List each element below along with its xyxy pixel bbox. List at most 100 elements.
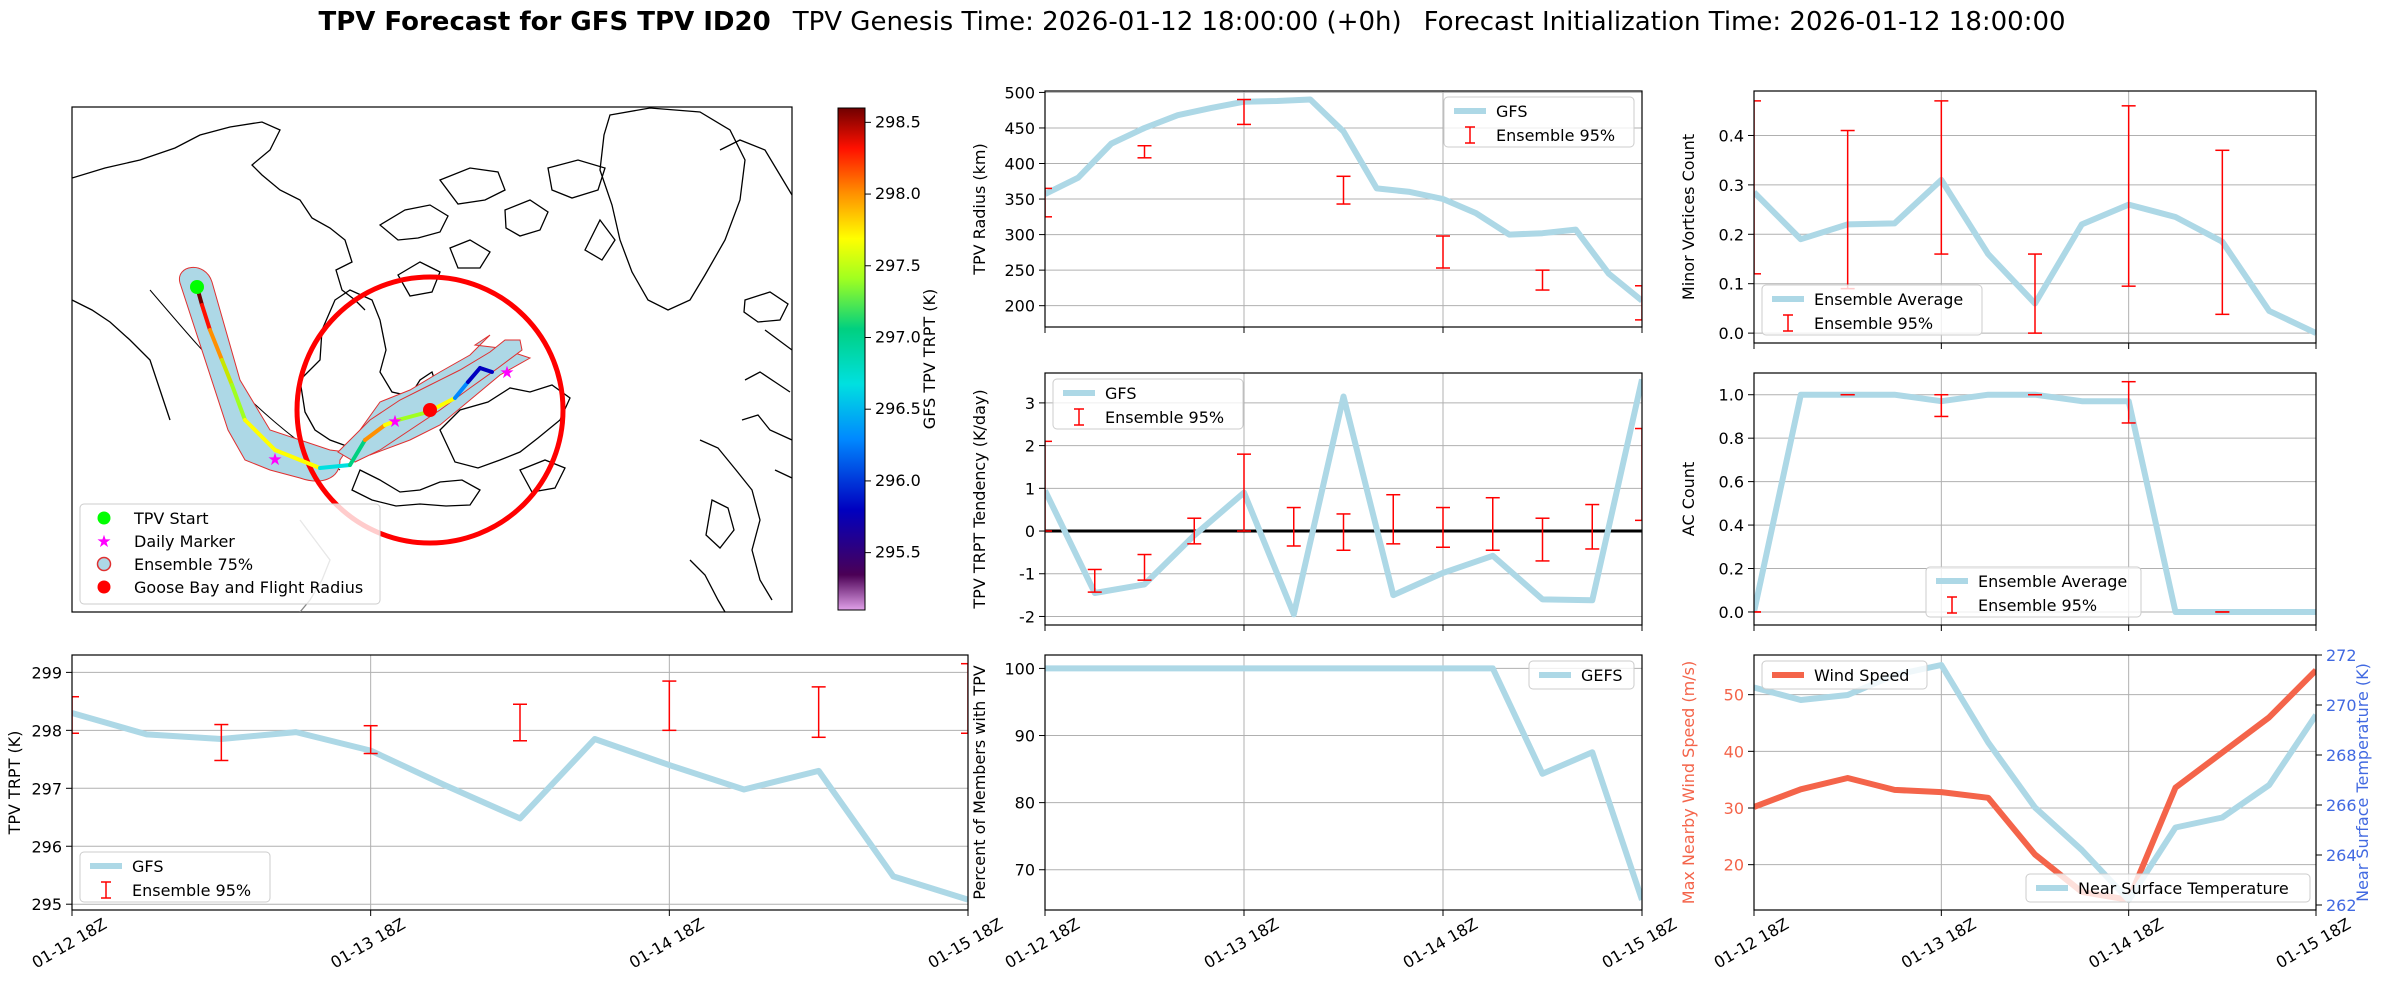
errorbar — [1237, 453, 1251, 532]
y-tick-label: 295 — [31, 895, 62, 914]
y-tick-label: 20 — [1724, 856, 1744, 875]
legend: GFS Ensemble 95% — [1052, 378, 1244, 430]
y-tick-label-right: 264 — [2326, 846, 2357, 865]
y-tick-label: 0.2 — [1719, 560, 1744, 579]
axes-frame — [1753, 372, 2317, 626]
y-tick-label: 0.4 — [1719, 126, 1744, 145]
y-axis-label: AC Count — [1679, 462, 1698, 536]
title-genesis: TPV Genesis Time: 2026-01-12 18:00:00 (+… — [792, 7, 1402, 37]
chart-percent: 70 80 90 100 01-12 18Z 01-13 18Z 01-14 18Z 01-1… — [970, 654, 1680, 972]
colorbar: 298.5 298.0 297.5 297.0 296.5 296.0 295.5 GFS … — [837, 107, 939, 611]
x-tick-label: 01-15 18Z — [1599, 914, 1680, 972]
errorbar — [1635, 285, 1642, 321]
y-axis-label: TPV Radius (km) — [970, 143, 989, 276]
legend-label: GEFS — [1581, 666, 1623, 685]
errorbar — [1045, 187, 1052, 218]
errorbar — [1386, 493, 1401, 545]
series-line-near-surface-temperature — [1754, 662, 2316, 903]
y-tick-label: -1 — [1019, 565, 1035, 584]
errorbar — [1237, 98, 1251, 126]
y-tick-label-right: 268 — [2326, 746, 2357, 765]
y-axis-label: Max Nearby Wind Speed (m/s) — [1679, 661, 1698, 904]
plot-area — [1045, 378, 1642, 618]
errorbar — [1137, 553, 1152, 581]
legend-box — [1925, 566, 2142, 618]
plot-area — [1045, 665, 1642, 901]
colorbar-tick-label: 297.5 — [875, 256, 921, 275]
map-legend: TPV Start ★ Daily Marker Ensemble 75% Go… — [79, 503, 381, 605]
x-tick-label: 01-12 18Z — [1002, 914, 1083, 972]
legend-label: Ensemble Average — [1814, 290, 1963, 309]
errorbar — [811, 686, 826, 739]
y-tick-label: 0.3 — [1719, 176, 1744, 195]
y-tick-label: 0.8 — [1719, 429, 1744, 448]
y-tick-label: 297 — [31, 779, 62, 798]
y-tick-label: 400 — [1004, 155, 1035, 174]
y-tick-label: 0.2 — [1719, 225, 1744, 244]
errorbar — [513, 703, 527, 742]
x-tick-label: 01-14 18Z — [1400, 914, 1481, 972]
legend-errorbar-icon — [1783, 314, 1793, 332]
errorbar — [1535, 517, 1550, 562]
errorbar — [2121, 105, 2136, 287]
legend-box — [79, 851, 271, 903]
legend-box — [1761, 660, 1928, 690]
y-tick-label: 0.6 — [1719, 473, 1744, 492]
grid — [1044, 655, 1643, 910]
errorbar — [1535, 269, 1550, 291]
errorbar — [1045, 440, 1052, 532]
green-circle-icon — [97, 511, 111, 525]
plot-area — [72, 662, 968, 903]
y-tick-label: 250 — [1004, 261, 1035, 280]
colorbar-tick-label: 296.5 — [875, 399, 921, 418]
y-tick-label: 0.0 — [1719, 603, 1744, 622]
tpv-track — [195, 285, 494, 470]
legend-box — [1528, 660, 1635, 690]
axes-frame — [1044, 654, 1643, 911]
y-axis-label: Minor Vortices Count — [1679, 134, 1698, 300]
errorbar — [1336, 513, 1351, 552]
errorbar — [2028, 253, 2042, 334]
errorbar — [2215, 149, 2230, 316]
errorbar — [1336, 175, 1351, 205]
legend-label: Ensemble 95% — [1978, 596, 2097, 615]
legend-errorbar-icon — [101, 881, 111, 899]
legend-label: GFS — [132, 857, 163, 876]
colorbar-tick-label: 296.0 — [875, 471, 921, 490]
y-tick-label: -2 — [1019, 607, 1035, 626]
series-line-gfs — [1045, 378, 1642, 618]
y-tick-label-right: 266 — [2326, 796, 2357, 815]
errorbar — [1087, 568, 1102, 593]
x-tick-label: 01-15 18Z — [925, 914, 1006, 972]
errorbar — [214, 723, 229, 762]
errorbar — [1436, 506, 1450, 549]
magenta-star-icon: ★ — [96, 532, 111, 552]
legend-errorbar-icon — [1465, 126, 1475, 144]
y-tick-label: 90 — [1015, 727, 1035, 746]
y-axis-label: TPV TRPT Tendency (K/day) — [970, 389, 989, 609]
legend: Ensemble Average Ensemble 95% — [1761, 284, 1983, 336]
axes-frame — [1044, 90, 1643, 328]
plot-area — [1045, 96, 1642, 321]
y-tick-label: 40 — [1724, 742, 1744, 761]
y-tick-label: 450 — [1004, 119, 1035, 138]
legend-daily-marker: Daily Marker — [134, 532, 235, 551]
series-line-gefs — [1045, 665, 1642, 901]
series-line-gfs — [1045, 96, 1642, 304]
colorbar-gradient — [837, 107, 866, 611]
y-axis-label: Percent of Members with TPV — [970, 665, 989, 899]
y-tick-label: 70 — [1015, 861, 1035, 880]
errorbar — [2121, 380, 2136, 424]
daily-marker: ★ — [499, 363, 514, 383]
figure-title: TPV Forecast for GFS TPV ID20 TPV Genesis… — [318, 7, 2065, 37]
title-bold: TPV Forecast for GFS TPV ID20 — [318, 7, 770, 37]
chart-radius: 200 250 300 350 400 450 500 TPV Radius (km) GFS E… — [970, 83, 1643, 333]
goose-bay-marker — [423, 403, 437, 417]
errorbar — [1485, 496, 1500, 552]
colorbar-label: GFS TPV TRPT (K) — [920, 289, 939, 429]
map-coastlines — [72, 107, 792, 612]
legend-box — [2025, 873, 2311, 903]
daily-marker: ★ — [267, 450, 282, 470]
axes-frame — [71, 654, 969, 911]
colorbar-tick-label: 298.5 — [875, 112, 921, 131]
